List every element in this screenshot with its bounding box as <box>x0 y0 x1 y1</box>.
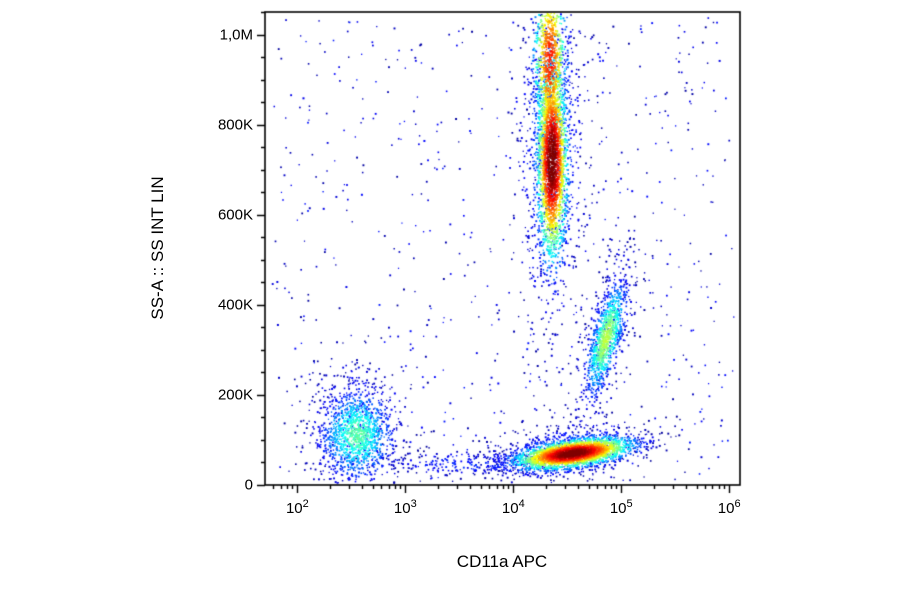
x-axis-title: CD11a APC <box>456 552 548 571</box>
y-axis-title: SS-A :: SS INT LIN <box>148 176 167 320</box>
